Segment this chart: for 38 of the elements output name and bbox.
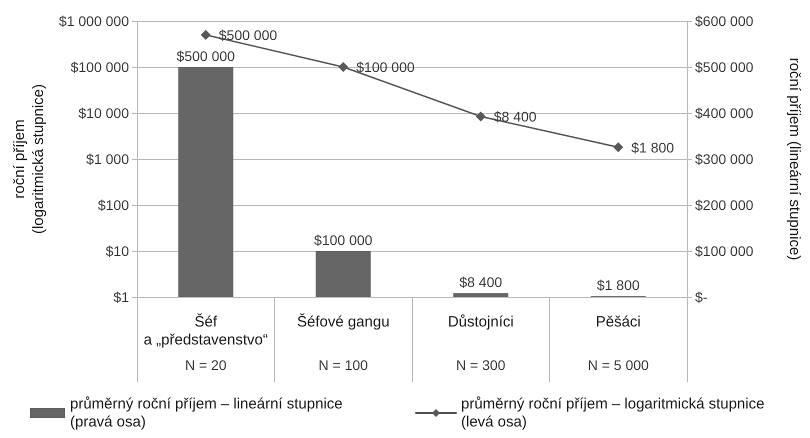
legend-label: průměrný roční příjem – lineární stupnice (pravá osa) bbox=[70, 396, 343, 430]
y2-axis-title: roční příjem (lineární stupnice) bbox=[786, 58, 803, 260]
y-tick-label: $1 bbox=[113, 289, 130, 305]
point bbox=[338, 62, 348, 72]
y2-tick-label: $200 000 bbox=[695, 197, 754, 213]
y-tick-label: $100 bbox=[98, 197, 130, 213]
data-label: $8 400 bbox=[494, 108, 537, 124]
data-label: $8 400 bbox=[459, 274, 502, 290]
data-label: $1 800 bbox=[631, 139, 674, 156]
point bbox=[200, 30, 211, 40]
y2-tick-label: $300 000 bbox=[695, 151, 754, 167]
x-tick-label: Pěšáci bbox=[596, 314, 641, 330]
y2-tick-label: $- bbox=[695, 289, 708, 305]
y-tick-label: $10 bbox=[106, 243, 130, 259]
y2-tick-label: $600 000 bbox=[695, 13, 754, 29]
text: N = 20 bbox=[184, 357, 227, 373]
y-tick-label: $1 000 000 bbox=[58, 13, 130, 29]
y-tick-label: $10 000 bbox=[78, 105, 130, 121]
y-axis-title: roční příjem (logaritmická stupnice) bbox=[11, 84, 48, 234]
legend-label: průměrný roční příjem – logaritmická stupnice (levá osa) bbox=[461, 396, 764, 430]
y2-tick-label: $100 000 bbox=[695, 243, 754, 259]
x-tick-label: Šéfové gangu bbox=[296, 312, 390, 330]
text: N = 100 bbox=[318, 357, 368, 373]
data-label: $500 000 bbox=[176, 48, 236, 64]
y-tick-label: $100 000 bbox=[70, 59, 130, 75]
data-label: $1 800 bbox=[596, 277, 640, 294]
point bbox=[476, 111, 486, 122]
text: N = 300 bbox=[456, 357, 506, 373]
data-label: $100 000 bbox=[314, 232, 373, 248]
data-label: $500 000 bbox=[218, 26, 278, 43]
data-label: $100 000 bbox=[356, 59, 415, 75]
y-tick-label: $1 000 bbox=[86, 151, 130, 167]
point bbox=[613, 142, 624, 152]
y2-tick-label: $400 000 bbox=[695, 105, 754, 121]
text: N = 5 000 bbox=[588, 357, 650, 373]
x-tick-label: Důstojníci bbox=[448, 314, 514, 330]
y2-tick-label: $500 000 bbox=[695, 59, 754, 75]
x-tick-label: Šéf a „představenstvo“ bbox=[144, 312, 268, 348]
